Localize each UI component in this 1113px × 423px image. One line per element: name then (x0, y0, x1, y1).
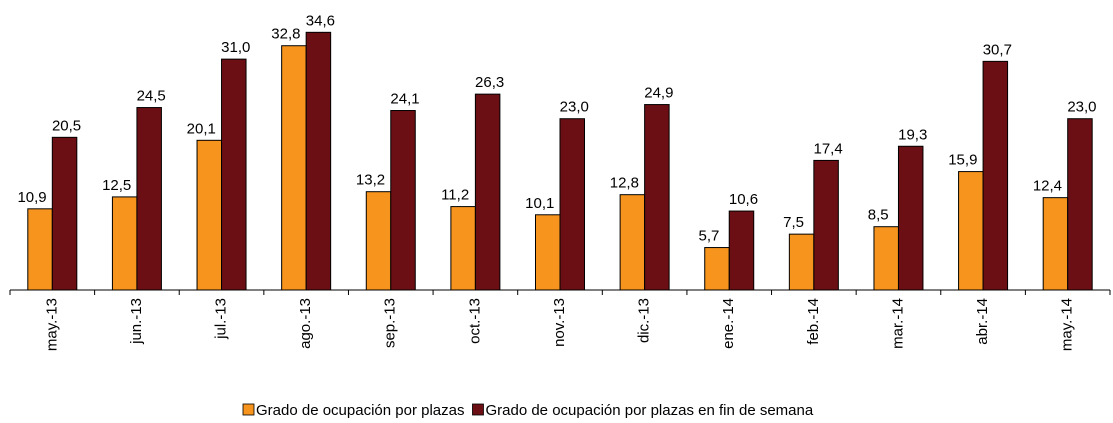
x-tick-label: jun.-13 (128, 298, 145, 345)
bar (365, 191, 392, 291)
x-tick-label: ene.-14 (720, 298, 737, 349)
bar (196, 139, 223, 291)
data-label: 5,7 (699, 228, 720, 245)
x-tick-label: nov.-13 (551, 298, 568, 347)
bar (813, 159, 839, 291)
bar (111, 196, 138, 291)
x-tick-label: jul.-13 (213, 298, 230, 340)
bar (704, 247, 730, 291)
data-label: 24,9 (644, 85, 673, 102)
data-label: 34,6 (306, 12, 335, 29)
bar (958, 171, 984, 291)
bar (619, 194, 646, 291)
x-tick-label: abr.-14 (974, 298, 991, 345)
data-label: 23,0 (1067, 99, 1096, 116)
legend-swatch (472, 403, 484, 416)
data-label: 17,4 (813, 140, 842, 157)
data-label: 12,4 (1033, 178, 1062, 195)
bar (390, 110, 416, 291)
data-label: 19,3 (898, 126, 927, 143)
data-label: 13,2 (356, 172, 385, 189)
bar (136, 107, 162, 291)
x-tick-label: dic.-13 (636, 298, 653, 343)
bar (1067, 118, 1093, 291)
data-label: 26,3 (475, 74, 504, 91)
data-label: 7,5 (783, 214, 804, 231)
data-label: 10,1 (525, 195, 554, 212)
data-label: 31,0 (221, 39, 250, 56)
bar (873, 226, 899, 291)
bar (305, 31, 332, 291)
bar (1042, 197, 1069, 291)
data-label: 15,9 (948, 152, 977, 169)
x-tick-label: may.-13 (43, 298, 60, 351)
bar (51, 136, 78, 291)
bar (644, 104, 670, 291)
bar (450, 206, 476, 291)
data-label: 8,5 (868, 207, 889, 224)
data-label: 30,7 (983, 41, 1012, 58)
legend-label: Grado de ocupación por plazas en fin de … (485, 402, 813, 419)
bar (897, 145, 924, 291)
x-tick-label: may.-14 (1059, 298, 1076, 351)
data-label: 20,1 (187, 120, 216, 137)
data-label: 10,9 (17, 189, 46, 206)
bar (982, 60, 1009, 291)
bar (535, 214, 561, 291)
bar (728, 210, 755, 291)
bar (281, 45, 307, 291)
x-tick-label: feb.-14 (805, 298, 822, 345)
data-label: 10,6 (729, 191, 758, 208)
data-label: 12,5 (102, 177, 131, 194)
legend-label: Grado de ocupación por plazas (256, 402, 464, 419)
bar (559, 118, 585, 291)
data-label: 23,0 (560, 99, 589, 116)
data-label: 24,5 (137, 88, 166, 105)
x-tick-label: mar.-14 (889, 298, 906, 349)
bar (788, 233, 815, 291)
data-label: 11,2 (441, 187, 469, 204)
data-label: 12,8 (610, 175, 639, 192)
bar (474, 93, 501, 291)
bar (221, 58, 247, 291)
x-tick-label: oct.-13 (466, 298, 483, 344)
legend-swatch (242, 403, 255, 416)
data-label: 32,8 (271, 26, 300, 43)
data-label: 20,5 (52, 117, 81, 134)
bar (27, 208, 53, 291)
data-label: 24,1 (390, 91, 419, 108)
x-tick-label: ago.-13 (297, 298, 314, 349)
x-tick-label: sep.-13 (382, 298, 399, 348)
